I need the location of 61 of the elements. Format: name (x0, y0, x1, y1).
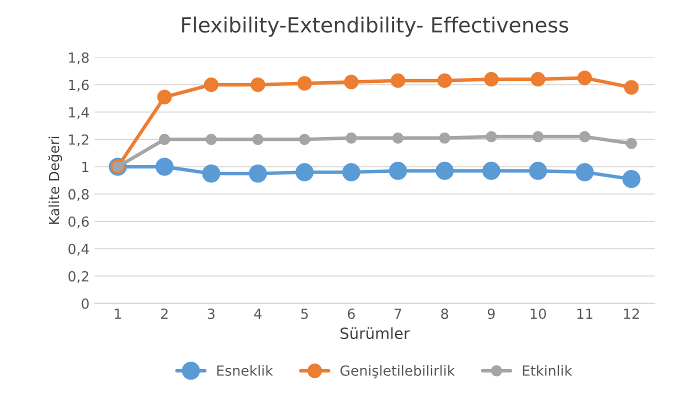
point (530, 72, 546, 87)
point (156, 158, 174, 176)
y-tick-label: 0,8 (68, 189, 89, 201)
point (299, 134, 310, 145)
point (482, 162, 500, 180)
point (439, 132, 450, 144)
x-tick-label: 3 (208, 308, 215, 320)
point (204, 77, 219, 92)
point (437, 73, 452, 88)
point (626, 138, 637, 150)
point (436, 162, 454, 180)
point (390, 73, 406, 88)
y-tick-label: 0,6 (68, 216, 89, 228)
x-axis-title: Sürümler (340, 327, 410, 340)
point (532, 131, 544, 142)
y-tick-label: 1 (82, 162, 88, 172)
y-tick-label: 1,4 (69, 107, 89, 119)
point (342, 163, 360, 182)
legend-label: Esneklik (217, 365, 274, 376)
point (158, 134, 170, 145)
point (388, 162, 407, 180)
x-tick-label: 8 (441, 308, 448, 320)
x-tick-label: 12 (624, 308, 639, 319)
point (392, 132, 404, 144)
x-tick-label: 9 (488, 308, 495, 320)
y-tick-label: 1,8 (69, 52, 89, 64)
x-tick-label: 1 (114, 308, 121, 319)
point (579, 131, 590, 142)
point (346, 132, 357, 144)
point (206, 134, 217, 145)
point (576, 163, 594, 182)
point (297, 76, 312, 91)
point (484, 72, 499, 87)
chart-title: Flexibility-Extendibility- Effectiveness (182, 16, 568, 37)
x-tick-label: 5 (301, 308, 308, 320)
y-tick-label: 0,4 (68, 244, 89, 256)
x-tick-label: 4 (254, 308, 262, 319)
point (252, 134, 264, 145)
point (157, 90, 172, 104)
point (248, 164, 267, 183)
x-tick-label: 7 (394, 308, 402, 319)
point (296, 163, 314, 182)
legend-label: Genişletilebilirlik (340, 365, 455, 378)
legend-label: Etkinlik (522, 365, 572, 376)
y-tick-label: 0,2 (68, 271, 88, 283)
y-axis-title: Kalite Değeri (48, 136, 62, 224)
point (486, 131, 497, 142)
point (344, 74, 359, 90)
x-tick-label: 6 (348, 308, 355, 320)
point (577, 70, 592, 86)
x-tick-label: 10 (530, 308, 546, 320)
point (624, 80, 639, 95)
x-tick-label: 2 (161, 308, 168, 319)
point (202, 164, 220, 183)
point (622, 170, 640, 188)
y-tick-label: 1,2 (69, 134, 88, 146)
point (250, 77, 266, 92)
y-tick-label: 1,6 (69, 80, 89, 92)
point (529, 162, 548, 180)
x-tick-label: 11 (577, 308, 592, 319)
y-tick-label: 0 (82, 298, 89, 309)
